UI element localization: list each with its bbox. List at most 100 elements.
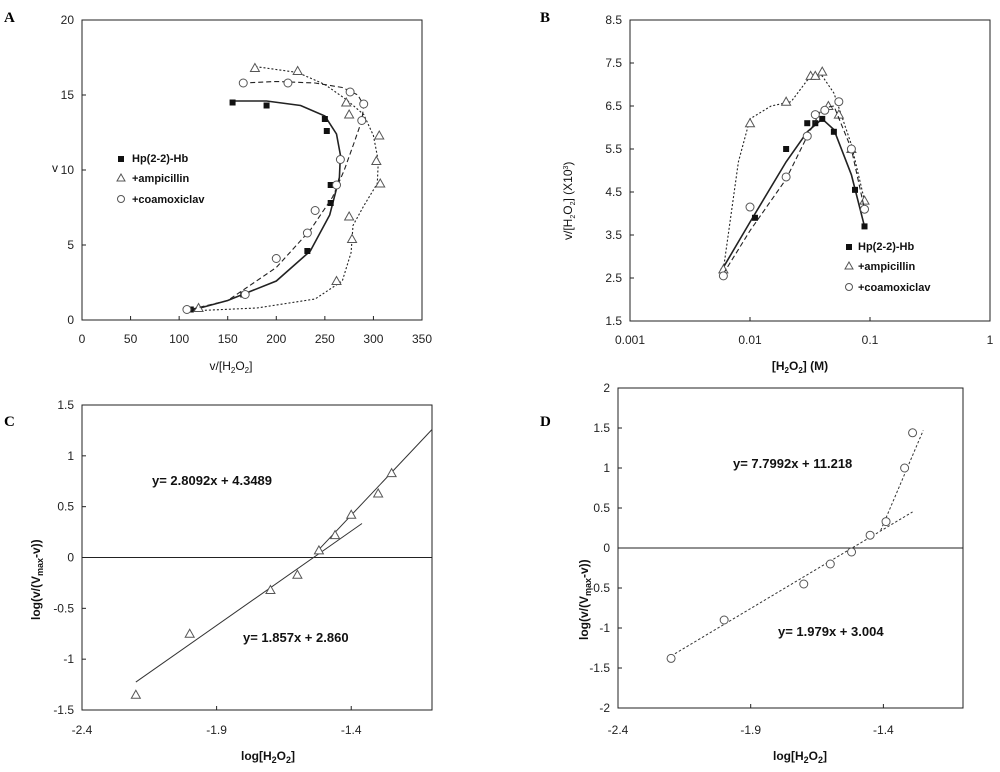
legend-entry-coamoxiclav: +coamoxiclav	[132, 194, 205, 206]
x-tick-label: -1.9	[206, 723, 227, 737]
x-tick-label: -1.4	[873, 723, 894, 737]
data-point	[302, 228, 312, 238]
data-point	[386, 467, 397, 478]
panel-a-y-label: v	[52, 161, 58, 175]
panel-c-fit-equation-lower: y= 1.857x + 2.860	[243, 630, 349, 645]
panel-c-y-label: log(v/(Vmax-v))	[29, 539, 45, 620]
legend-entry-hp-hb: Hp(2-2)-Hb	[858, 241, 914, 253]
panel-d-x-label: log[H2O2]	[773, 749, 827, 765]
data-point	[374, 177, 386, 188]
panel-b-x-label: [H2O2] (M)	[772, 359, 828, 375]
x-tick-label: 300	[363, 332, 383, 346]
panel-c-chart: -2.4 -1.9 -1.4 -1.5 -1 -0.5 0 0.5 1 1.5 log(v/(Vm…	[29, 398, 433, 765]
y-tick-label: 2	[603, 381, 610, 395]
y-tick-label: -0.5	[589, 581, 610, 595]
x-tick-label: 200	[266, 332, 286, 346]
data-point	[847, 547, 857, 557]
panel-a-legend: Hp(2-2)-Hb +ampicillin +coamoxiclav	[116, 153, 205, 206]
y-tick-label: 1.5	[593, 421, 610, 435]
series-curve	[188, 100, 342, 312]
panel-a-frame	[81, 19, 423, 321]
data-point	[819, 115, 826, 122]
y-tick-label: 20	[61, 13, 75, 27]
y-tick-label: 5	[67, 238, 74, 252]
data-point	[265, 584, 276, 595]
data-point	[372, 487, 384, 498]
data-point	[783, 146, 790, 152]
data-point	[329, 529, 341, 540]
panel-b-frame	[629, 19, 991, 322]
legend-marker-square	[846, 244, 852, 250]
data-point	[781, 172, 791, 182]
x-tick-label: 0.01	[738, 333, 762, 347]
legend-entry-coamoxiclav: +coamoxiclav	[858, 282, 931, 294]
data-point	[283, 78, 293, 88]
data-point	[335, 155, 345, 164]
data-point	[182, 305, 192, 314]
y-tick-label: 0.5	[593, 501, 610, 515]
data-point	[799, 579, 809, 589]
data-point	[184, 628, 196, 638]
panel-c-x-label: log[H2O2]	[241, 749, 295, 765]
panel-b-y-label: v/[H2O2] (X103)	[561, 162, 577, 240]
data-point	[359, 99, 369, 109]
data-point	[810, 110, 820, 120]
data-point	[346, 233, 358, 243]
data-point	[812, 120, 819, 127]
legend-entry-ampicillin: +ampicillin	[132, 173, 189, 185]
x-tick-label: 150	[218, 332, 238, 346]
y-tick-label: 15	[61, 88, 75, 102]
data-point	[852, 186, 859, 193]
y-tick-label: 10	[61, 163, 75, 177]
panel-letter-d: D	[540, 414, 551, 430]
y-tick-label: -1.5	[589, 661, 610, 675]
data-point	[130, 689, 142, 699]
data-point	[240, 290, 250, 299]
legend-marker-triangle	[116, 172, 126, 182]
data-point	[751, 214, 758, 221]
data-point	[834, 97, 844, 107]
x-tick-label: -1.9	[740, 723, 761, 737]
y-tick-label: 1	[67, 449, 74, 463]
x-tick-label: 350	[412, 332, 432, 346]
x-tick-label: 1	[987, 333, 994, 347]
data-point	[343, 210, 355, 221]
y-tick-label: 1.5	[605, 314, 622, 328]
fit-line	[135, 523, 363, 683]
y-tick-label: -2	[599, 701, 610, 715]
data-point	[292, 65, 304, 75]
legend-entry-ampicillin: +ampicillin	[858, 261, 915, 273]
data-point	[825, 559, 835, 569]
data-point	[666, 653, 676, 663]
panel-b-chart: 0.001 0.01 0.1 1 1.5 2.5 3.5 4.5 5.5 6.5 7.5 8.5 v/…	[561, 13, 994, 375]
data-point	[249, 62, 261, 72]
data-point	[331, 275, 342, 285]
series-curve	[722, 75, 866, 270]
fit-line	[880, 430, 924, 531]
y-tick-label: -1	[599, 621, 610, 635]
data-point	[804, 120, 811, 127]
data-point	[332, 180, 342, 190]
y-tick-label: 3.5	[605, 228, 622, 242]
x-tick-label: 0.1	[862, 333, 879, 347]
y-tick-label: 0	[67, 551, 74, 565]
y-tick-label: -1	[63, 652, 74, 666]
panel-d-y-label: log(v/(Vmax-v))	[577, 559, 593, 640]
legend-marker-triangle	[844, 260, 854, 270]
legend-marker-circle	[845, 283, 853, 291]
panel-b-legend: Hp(2-2)-Hb +ampicillin +coamoxiclav	[844, 241, 931, 294]
y-tick-label: 1	[603, 461, 610, 475]
data-point	[304, 248, 311, 254]
data-point	[865, 530, 875, 540]
x-tick-label: 0.001	[615, 333, 645, 347]
data-point	[323, 128, 330, 134]
y-tick-label: 1.5	[57, 398, 74, 412]
y-tick-label: 6.5	[605, 99, 622, 113]
x-tick-label: 250	[315, 332, 335, 346]
x-tick-label: -1.4	[341, 723, 362, 737]
data-point	[719, 615, 729, 625]
y-tick-label: 0	[603, 541, 610, 555]
data-point	[802, 131, 812, 141]
data-point	[820, 105, 830, 115]
